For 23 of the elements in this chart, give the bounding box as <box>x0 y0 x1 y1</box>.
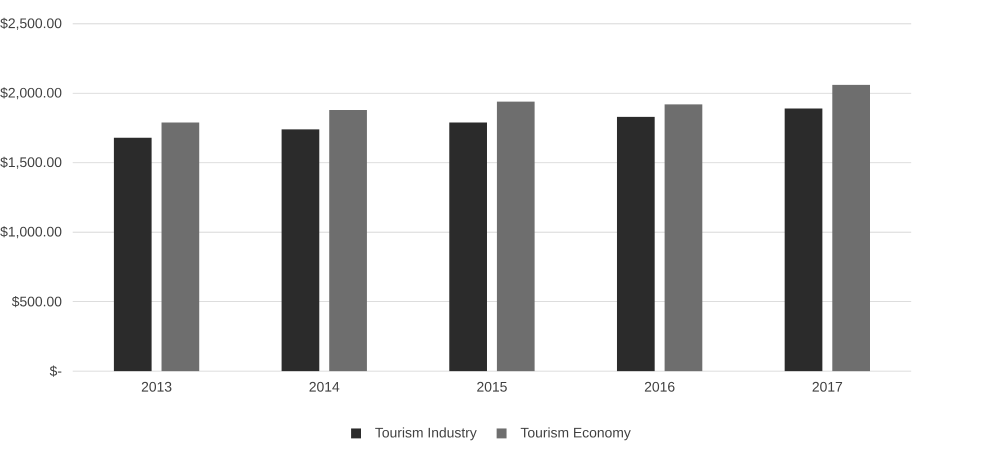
bar <box>449 122 487 371</box>
bar <box>114 138 152 371</box>
x-tick-label: 2013 <box>142 382 172 392</box>
bar <box>329 110 367 371</box>
y-tick-label: $1,000.00 <box>0 226 62 238</box>
bar <box>664 104 702 371</box>
legend-label: Tourism Economy <box>520 427 631 440</box>
y-tick-label: $1,500.00 <box>0 156 62 169</box>
legend-label: Tourism Industry <box>375 427 477 440</box>
y-tick-label: $500.00 <box>12 296 62 308</box>
bar <box>162 122 200 371</box>
x-tick-label: 2014 <box>310 382 340 392</box>
x-tick-label: 2017 <box>812 382 842 392</box>
x-tick-label: 2015 <box>477 382 507 392</box>
bar <box>496 101 535 371</box>
bar <box>282 129 320 371</box>
bar <box>616 116 655 371</box>
x-tick-label: 2016 <box>644 382 674 392</box>
bar <box>832 84 870 371</box>
y-tick-label: $2,000.00 <box>0 87 62 100</box>
y-tick-label: $- <box>50 365 62 377</box>
bar <box>784 108 822 371</box>
y-tick-label: $2,500.00 <box>0 18 62 30</box>
